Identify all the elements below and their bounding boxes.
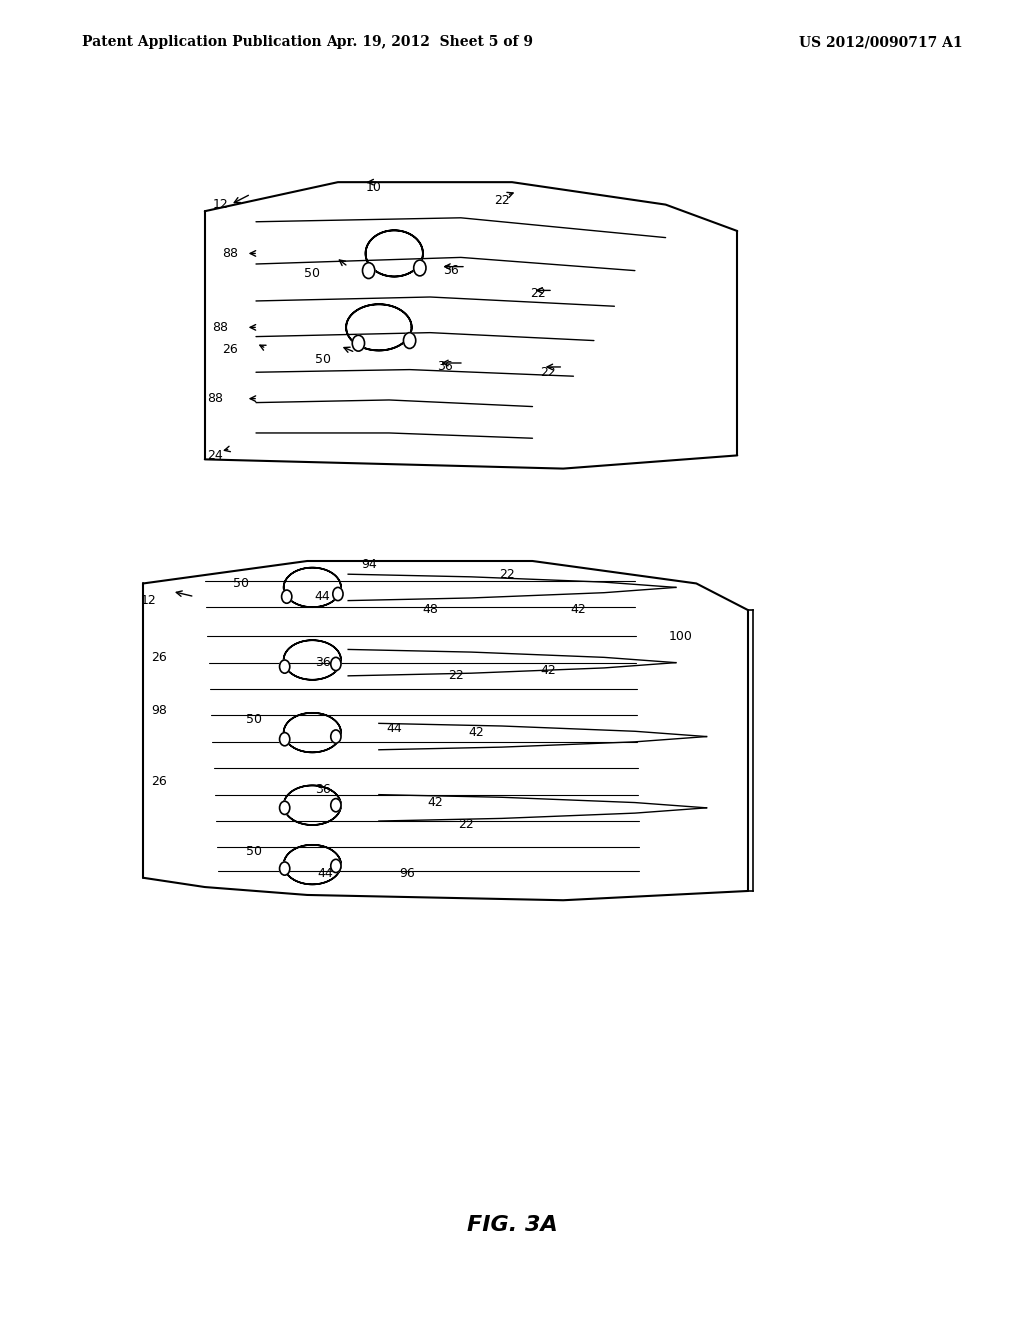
Text: 22: 22 (447, 669, 464, 682)
Text: 24: 24 (207, 449, 223, 462)
Circle shape (331, 730, 341, 743)
Text: 22: 22 (458, 818, 474, 832)
Circle shape (280, 801, 290, 814)
Text: 44: 44 (317, 867, 334, 880)
Text: 42: 42 (540, 664, 556, 677)
Circle shape (282, 590, 292, 603)
Text: 22: 22 (540, 366, 556, 379)
Circle shape (331, 799, 341, 812)
Text: 100: 100 (669, 630, 693, 643)
Text: 22: 22 (494, 194, 510, 207)
Circle shape (280, 733, 290, 746)
Text: 88: 88 (222, 247, 239, 260)
Text: 48: 48 (422, 603, 438, 616)
Text: 26: 26 (222, 343, 239, 356)
Text: 22: 22 (529, 286, 546, 300)
Text: 12: 12 (212, 198, 228, 211)
Text: 50: 50 (246, 713, 262, 726)
Circle shape (414, 260, 426, 276)
Text: US 2012/0090717 A1: US 2012/0090717 A1 (799, 36, 963, 49)
Text: 44: 44 (314, 590, 331, 603)
Circle shape (280, 862, 290, 875)
Text: 36: 36 (437, 360, 454, 374)
Text: 22: 22 (499, 568, 515, 581)
Text: 26: 26 (151, 651, 167, 664)
Text: 42: 42 (468, 726, 484, 739)
Text: 12: 12 (140, 594, 157, 607)
Text: 50: 50 (232, 577, 249, 590)
Text: 96: 96 (399, 867, 416, 880)
Text: 36: 36 (442, 264, 459, 277)
Text: 42: 42 (570, 603, 587, 616)
Circle shape (333, 587, 343, 601)
Text: Patent Application Publication: Patent Application Publication (82, 36, 322, 49)
Text: FIG. 3A: FIG. 3A (467, 1214, 557, 1236)
Text: 94: 94 (360, 558, 377, 572)
Text: 50: 50 (304, 267, 321, 280)
Text: 44: 44 (386, 722, 402, 735)
Circle shape (331, 859, 341, 873)
Text: 88: 88 (212, 321, 228, 334)
Text: Apr. 19, 2012  Sheet 5 of 9: Apr. 19, 2012 Sheet 5 of 9 (327, 36, 534, 49)
Text: 88: 88 (207, 392, 223, 405)
Circle shape (362, 263, 375, 279)
Circle shape (331, 657, 341, 671)
Text: 36: 36 (314, 656, 331, 669)
Circle shape (403, 333, 416, 348)
Text: 42: 42 (427, 796, 443, 809)
Circle shape (352, 335, 365, 351)
Text: 50: 50 (314, 352, 331, 366)
Text: 98: 98 (151, 704, 167, 717)
Text: 26: 26 (151, 775, 167, 788)
Text: 50: 50 (246, 845, 262, 858)
Text: 10: 10 (366, 181, 382, 194)
Text: 36: 36 (314, 783, 331, 796)
Circle shape (280, 660, 290, 673)
